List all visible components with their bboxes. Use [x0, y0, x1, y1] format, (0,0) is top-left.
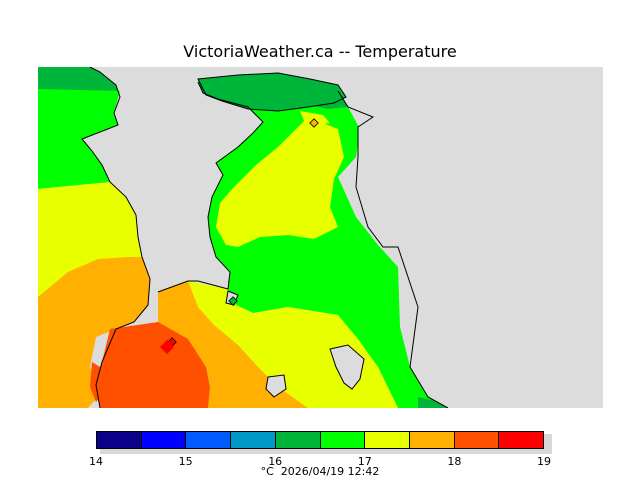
legend-tick-14: 14 — [89, 455, 103, 468]
east-zone-18 — [158, 281, 308, 408]
chart-title: VictoriaWeather.ca -- Temperature — [183, 42, 457, 61]
north-island — [198, 73, 346, 111]
north-island-yellow — [300, 111, 330, 125]
legend-swatch-2 — [186, 432, 232, 448]
legend-swatch-4 — [275, 432, 321, 448]
coastline-west — [81, 67, 151, 408]
unit-label: °C — [260, 465, 274, 478]
legend-swatch-6 — [365, 432, 410, 448]
lake-east — [329, 344, 365, 390]
east-zone-17-green — [198, 79, 448, 408]
temperature-map — [38, 67, 603, 408]
legend-tick-16: 16 — [268, 455, 283, 468]
legend-tick-18: 18 — [447, 455, 462, 468]
west-zone-17b — [38, 182, 142, 297]
coastline-north-island — [197, 72, 347, 112]
west-zone-18 — [38, 257, 150, 408]
lake-south — [265, 374, 287, 398]
east-zone-18-hot — [96, 322, 210, 408]
legend-swatch-7 — [409, 432, 455, 448]
legend-footer: °C 2026/04/19 12:42 — [0, 465, 640, 478]
legend-swatch-8 — [454, 432, 500, 448]
legend-swatch-3 — [231, 432, 276, 448]
legend-swatch-9 — [499, 432, 544, 448]
station-marker-central — [228, 296, 238, 306]
west-zone-17a — [38, 89, 120, 189]
legend-swatch-1 — [141, 432, 187, 448]
saanich-inlet-water — [82, 67, 263, 292]
east-strait-water — [338, 67, 603, 408]
legend-tick-19: 19 — [537, 455, 551, 468]
station-marker-north — [309, 118, 319, 128]
east-zone-16-south — [418, 397, 448, 408]
legend-tick-15: 15 — [178, 455, 193, 468]
temperature-legend-bar — [96, 431, 544, 449]
legend-tick-17: 17 — [357, 455, 372, 468]
legend-swatch-5 — [320, 432, 366, 448]
legend-swatch-0 — [97, 432, 142, 448]
coastline-east — [157, 81, 449, 408]
station-marker-southwest-hot — [159, 339, 175, 355]
east-zone-17-yellow — [216, 117, 344, 247]
timestamp: 2026/04/19 12:42 — [280, 465, 380, 478]
